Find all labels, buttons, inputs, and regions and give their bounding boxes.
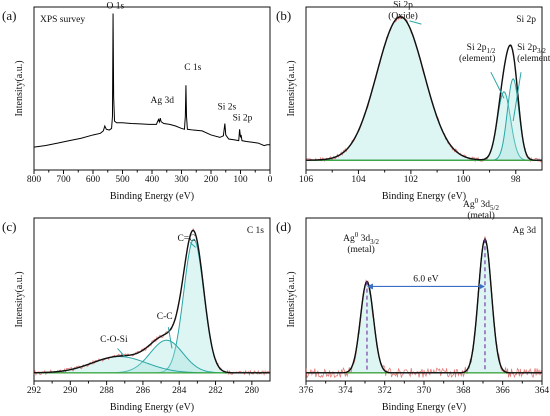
y-axis-title: Intensity(a.u.) [14,271,25,327]
plot-frame [305,6,543,171]
y-axis-title: Intensity(a.u.) [14,60,25,116]
x-tick-label: 300 [174,175,189,185]
y-axis-title: Intensity(a.u.) [286,271,297,327]
peak-label: C-C [157,312,173,322]
panel-b-si2p: 106 104 102 100 98 Binding Energy (eV) Intensi… [276,0,550,202]
x-tick-label: 374 [338,386,353,396]
panel-letter: (c) [2,219,16,234]
x-tick-label: 600 [86,175,101,185]
peak-component-fill [306,78,542,161]
x-axis-title: Binding Energy (eV) [110,191,194,202]
peak-label: C=C [177,234,195,244]
peak-label: Si 2p3/2 [517,43,546,55]
annotation-pointer [117,348,126,357]
peak-component-fill [34,340,270,373]
chart-title: Ag 3d [513,226,537,236]
panel-c-c1s: 292 290 288 286 284 282 280 Binding Energy (eV)… [2,217,271,413]
peak-label: (element) [459,53,495,64]
x-tick-label: 500 [115,175,130,185]
x-tick-label: 400 [145,175,160,185]
peak-label: C 1s [184,63,201,73]
x-tick-label: 290 [63,386,78,396]
plot-frame [33,217,271,382]
plot-area [306,14,542,163]
x-tick-label: 284 [172,386,187,396]
x-tick-label: 102 [404,175,419,185]
peak-component-fill [306,239,542,373]
plot-frame [33,6,271,171]
x-tick-label: 800 [27,175,42,185]
annotation-pointer [189,242,196,248]
panel-letter: (a) [2,8,16,23]
plot-area [34,227,270,377]
panel-a-survey: 800 700 600 500 400 300 200 100 0 Binding Energy … [2,1,273,202]
peak-component-fill [306,281,542,373]
splitting-arrow-head [478,283,485,290]
panel-letter: (d) [276,219,291,234]
annotation-pointer [512,72,522,122]
peak-label: Si 2s [217,102,236,112]
x-tick-label: 106 [299,175,314,185]
x-axis-title: Binding Energy (eV) [382,402,466,413]
panel-d-ag3d: 376 374 372 370 368 366 364 Binding Energy (eV)… [276,197,549,413]
x-tick-label: 104 [351,175,366,185]
peak-label: Si 2p1/2 [467,43,496,55]
plot-area [34,13,270,148]
x-axis-title: Binding Energy (eV) [382,191,466,202]
fit-envelope-line [306,237,542,374]
peak-label: (Oxide) [388,10,418,21]
peak-label: Ag 3d [151,96,175,106]
x-tick-label: 200 [204,175,219,185]
x-tick-label: 364 [535,386,550,396]
x-tick-label: 288 [99,386,114,396]
x-tick-label: 368 [456,386,471,396]
chart-title: Si 2p [516,15,536,25]
x-tick-label: 372 [378,386,393,396]
chart-title: XPS survey [40,15,85,25]
peak-component-line [306,280,542,374]
x-tick-label: 366 [496,386,511,396]
peak-label: (metal) [467,210,494,221]
peak-component-line [306,238,542,374]
peak-label: C-O-Si [100,335,128,345]
raw-data-line [34,227,270,377]
x-tick-label: 100 [233,175,248,185]
x-tick-label: 280 [245,386,260,396]
annotation-pointer [409,20,422,25]
x-tick-label: 0 [268,175,273,185]
annotation-pointer [490,71,505,99]
panel-letter: (b) [276,8,291,23]
survey-spectrum-line [34,13,270,148]
annotation-pointer [167,327,173,349]
y-axis-title: Intensity(a.u.) [286,60,297,116]
x-tick-label: 700 [56,175,71,185]
fit-envelope-line [34,229,270,374]
x-tick-label: 376 [299,386,314,396]
x-tick-label: 286 [136,386,151,396]
x-tick-label: 98 [511,175,521,185]
plot-area [306,236,542,379]
x-tick-label: 370 [417,386,432,396]
peak-label: (element) [517,53,550,64]
x-tick-label: 100 [456,175,471,185]
x-tick-label: 292 [27,386,42,396]
raw-data-line [306,236,542,379]
peak-label: Si 2p [393,0,413,10]
fit-envelope-line [306,16,542,161]
peak-label: Si 2p [233,114,253,124]
peak-label: Ag0 3d3/2 [343,231,379,246]
peak-component-fill [306,16,542,161]
x-axis-title: Binding Energy (eV) [110,402,194,413]
peak-component-fill [34,356,270,373]
peak-label: O 1s [107,1,125,11]
chart-title: C 1s [247,226,264,236]
splitting-label: 6.0 eV [413,274,438,284]
x-tick-label: 282 [208,386,223,396]
peak-label: Ag0 3d5/2 [463,197,499,212]
splitting-arrow-head [366,283,373,290]
peak-label: (metal) [347,244,374,255]
plot-frame [305,217,543,382]
